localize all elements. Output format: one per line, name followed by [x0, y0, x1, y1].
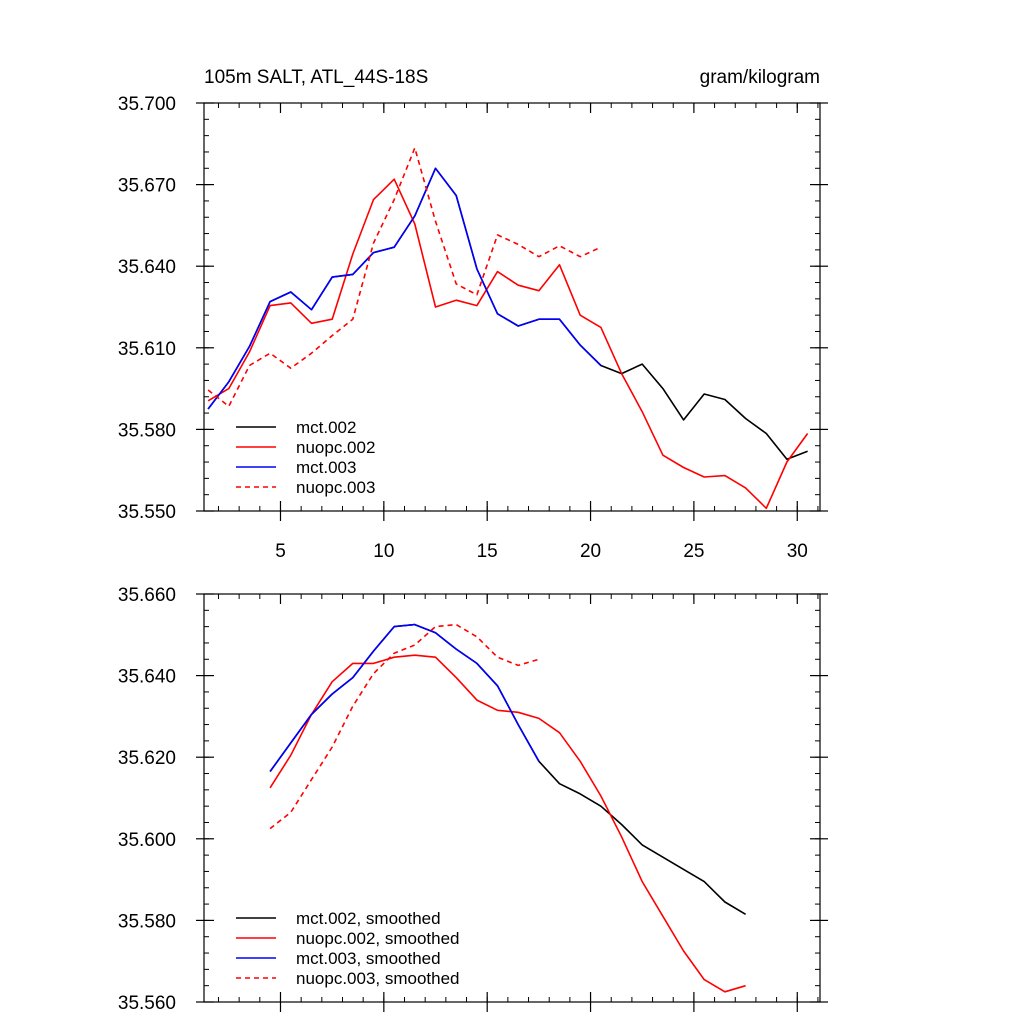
series-line-nuopc-002	[207, 178, 809, 510]
x-tick-label: 20	[580, 541, 601, 562]
legend-label: nuopc.003	[296, 478, 375, 497]
legend-label: nuopc.003, smoothed	[296, 969, 460, 988]
y-tick-label: 35.640	[118, 257, 176, 278]
chart-panel-1: 5 10 15 20 25 30 35.550 35.580 35.610 35.640 35.67…	[118, 67, 828, 562]
y-tick-label: 35.660	[118, 585, 176, 606]
series-line-mct-002	[207, 167, 808, 461]
series-line-mct-002-smoothed	[269, 623, 747, 915]
y-tick-label: 35.580	[118, 911, 176, 932]
x-tick-label: 15	[477, 541, 498, 562]
plot-frame	[203, 593, 821, 1003]
series-line-nuopc-003	[207, 147, 602, 408]
chart-units: gram/kilogram	[700, 67, 820, 88]
y-tick-label: 35.560	[118, 993, 176, 1014]
y-tick-label: 35.580	[118, 420, 176, 441]
y-tick-label: 35.700	[118, 94, 176, 115]
y-tick-label: 35.670	[118, 176, 176, 197]
y-tick-label: 35.610	[118, 339, 176, 360]
chart-title: 105m SALT, ATL_44S-18S	[204, 67, 428, 88]
x-tick-label: 30	[787, 541, 808, 562]
legend-label: mct.002	[296, 418, 356, 437]
y-tick-label: 35.550	[118, 502, 176, 523]
y-tick-label: 35.620	[118, 748, 176, 769]
legend-label: mct.002, smoothed	[296, 909, 441, 928]
y-tick-label: 35.640	[118, 667, 176, 688]
series-line-nuopc-003-smoothed	[269, 623, 540, 830]
plot-frame	[203, 102, 821, 512]
series-line-nuopc-002-smoothed	[269, 654, 746, 993]
x-tick-label: 25	[683, 541, 704, 562]
series-line-mct-003-smoothed	[269, 623, 540, 772]
x-tick-label: 10	[373, 541, 394, 562]
series-line-mct-003	[207, 167, 602, 410]
x-tick-label: 5	[275, 541, 286, 562]
y-tick-label: 35.600	[118, 830, 176, 851]
legend-label: mct.003, smoothed	[296, 949, 441, 968]
legend-label: nuopc.002, smoothed	[296, 929, 460, 948]
legend-label: mct.003	[296, 458, 356, 477]
chart-panel-2: 35.560 35.580 35.600 35.620 35.640 35.660 mct.…	[118, 585, 828, 1014]
legend-label: nuopc.002	[296, 438, 375, 457]
